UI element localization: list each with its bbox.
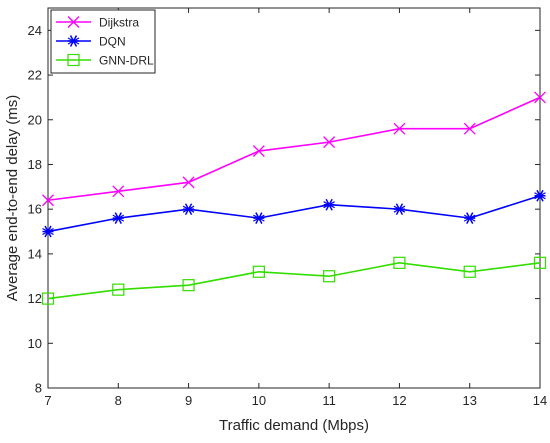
- series-line: [47, 96, 541, 202]
- x-tick-label: 14: [533, 393, 547, 408]
- y-axis-label: Average end-to-end delay (ms): [4, 95, 21, 302]
- legend-marker: [67, 35, 80, 47]
- data-point: [393, 122, 406, 135]
- series-line: [47, 262, 541, 300]
- data-point: [112, 283, 125, 296]
- legend-marker: [67, 53, 80, 67]
- data-point: [393, 256, 406, 269]
- x-tick-label: 11: [322, 393, 336, 408]
- data-point: [463, 212, 476, 224]
- series-dijkstra: [42, 91, 546, 207]
- legend-entry: GNN-DRL: [56, 54, 154, 68]
- legend-entry: Dijkstra: [56, 16, 139, 30]
- series-gnn-drl: [41, 256, 547, 305]
- data-point: [463, 122, 476, 135]
- data-point: [533, 256, 547, 269]
- data-point: [182, 279, 195, 292]
- data-point: [463, 265, 476, 278]
- x-tick-label: 8: [115, 393, 122, 408]
- y-tick-label: 16: [28, 202, 42, 217]
- data-point: [252, 145, 265, 158]
- y-tick-label: 18: [28, 157, 42, 172]
- legend-label: GNN-DRL: [99, 54, 154, 68]
- y-tick-label: 22: [28, 68, 42, 83]
- y-tick-label: 10: [28, 336, 42, 351]
- data-point: [42, 194, 54, 207]
- data-point: [323, 136, 336, 149]
- data-point: [393, 203, 406, 216]
- legend-entry: DQN: [56, 35, 126, 49]
- legend-label: Dijkstra: [99, 16, 139, 30]
- x-axis-label: Traffic demand (Mbps): [219, 417, 369, 434]
- y-tick-label: 12: [28, 291, 42, 306]
- data-point: [252, 265, 265, 278]
- data-point: [534, 189, 546, 202]
- x-tick-label: 13: [462, 393, 476, 408]
- data-point: [112, 212, 125, 224]
- data-point: [253, 212, 265, 224]
- y-tick-label: 20: [28, 112, 42, 127]
- series-line: [47, 195, 541, 233]
- x-tick-label: 12: [392, 393, 406, 408]
- legend: Dijkstra DQN GNN-DRL: [50, 9, 156, 74]
- data-point: [323, 198, 335, 211]
- data-point: [42, 225, 54, 238]
- legend-label: DQN: [99, 35, 126, 49]
- data-point: [323, 270, 336, 283]
- data-point: [534, 91, 546, 104]
- axes-box: [47, 7, 541, 389]
- series-dqn: [42, 189, 546, 238]
- x-tick-label: 9: [185, 393, 192, 408]
- data-point: [182, 176, 195, 189]
- y-tick-label: 24: [28, 23, 42, 38]
- y-tick-label: 8: [35, 381, 42, 396]
- y-tick-label: 14: [28, 246, 42, 261]
- data-point: [182, 203, 195, 216]
- legend-marker: [67, 16, 80, 28]
- data-point: [112, 185, 125, 198]
- x-tick-label: 7: [44, 393, 51, 408]
- x-tick-label: 10: [252, 393, 266, 408]
- data-point: [41, 292, 55, 305]
